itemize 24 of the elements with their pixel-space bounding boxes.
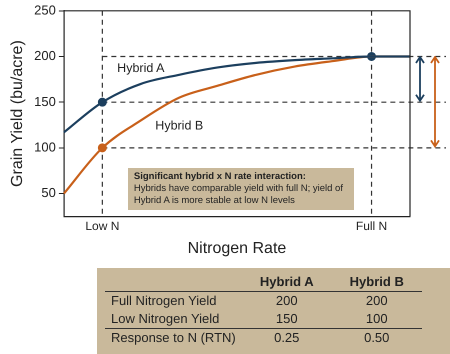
- text: 100: [364, 310, 389, 328]
- y-tick-label: 100: [34, 139, 56, 154]
- y-tick-label: 200: [34, 48, 56, 64]
- text: Low Nitrogen Yield: [110, 310, 220, 328]
- y-tick-label: 150: [34, 94, 56, 109]
- x-tick-label: Full N: [356, 218, 388, 233]
- text: 150: [274, 310, 299, 328]
- series-label: Hybrid A: [117, 60, 166, 75]
- text: 0.50: [332, 328, 422, 347]
- annotation: Hybrids have comparable yield with full N; yield of Hybrid A is more stable at low N levels: [134, 183, 343, 206]
- text: Hybrid A: [242, 273, 332, 292]
- y-tick-label: 50: [41, 185, 56, 200]
- y-axis-title: Grain Yield (bu/acre): [9, 40, 26, 187]
- text: Full Nitrogen Yield: [110, 292, 218, 310]
- text: 200: [274, 292, 299, 310]
- text: 0.25: [242, 328, 332, 347]
- text: Hybrid B: [332, 273, 422, 292]
- series-label: Hybrid B: [155, 118, 204, 133]
- x-tick-label: Low N: [85, 218, 120, 233]
- text: Response to N (RTN): [105, 328, 242, 347]
- text: 200: [364, 292, 389, 310]
- annotation: Significant hybrid x N rate interaction:: [134, 171, 307, 184]
- y-tick-label: 250: [34, 2, 56, 18]
- x-axis-title: Nitrogen Rate: [188, 240, 286, 257]
